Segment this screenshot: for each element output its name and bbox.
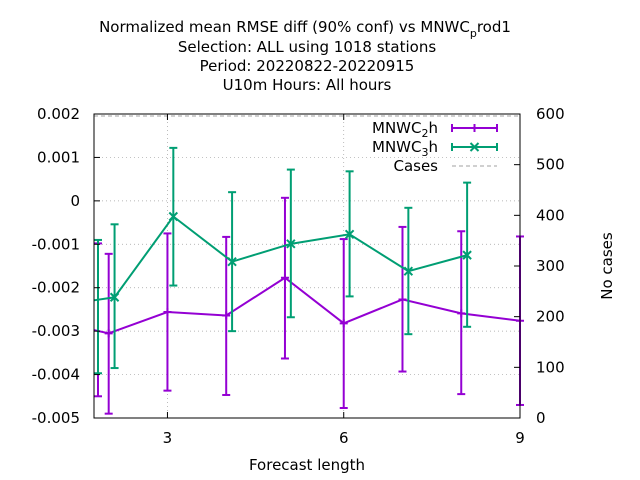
legend-label: Cases — [393, 157, 438, 175]
y2-tick-label: 600 — [536, 105, 565, 123]
plot-frame — [93, 113, 521, 419]
y2-axis-label: No cases — [598, 232, 616, 300]
data-point — [398, 295, 407, 304]
y-tick-label: -0.002 — [32, 279, 80, 297]
y2-tick-label: 300 — [536, 257, 565, 275]
chart-title-line-4: U10m Hours: All hours — [223, 76, 392, 94]
x-tick-label: 9 — [515, 429, 525, 447]
axis-ticks: 3 6 9 0.002 0.001 0 -0.001 -0.002 -0.003 -0.004 -0… — [32, 105, 565, 447]
x-tick-label: 6 — [339, 429, 349, 447]
legend-label: MNWC3h — [372, 138, 438, 159]
data-point — [457, 309, 466, 318]
data-point — [222, 311, 231, 320]
y-tick-label: 0.001 — [37, 148, 80, 166]
y2-tick-label: 100 — [536, 358, 565, 376]
chart-title-main: Normalized mean RMSE diff (90% conf) vs … — [99, 18, 470, 36]
data-point — [339, 319, 348, 328]
y-tick-label: 0.002 — [37, 105, 80, 123]
data-point — [163, 308, 172, 317]
y2-tick-label: 200 — [536, 308, 565, 326]
y2-tick-label: 400 — [536, 206, 565, 224]
chart-title-tail: rod1 — [477, 18, 511, 36]
series-line — [93, 215, 468, 302]
grid — [94, 114, 520, 418]
data-point — [104, 329, 113, 338]
chart-title-line-2: Selection: ALL using 1018 stations — [178, 38, 437, 56]
legend-marker — [470, 124, 479, 132]
y-tick-label: -0.001 — [32, 235, 80, 253]
series-line — [93, 276, 521, 335]
y-tick-label: -0.003 — [32, 322, 80, 340]
data-point — [168, 211, 179, 222]
y-tick-label: -0.004 — [32, 366, 80, 384]
data-point — [109, 292, 120, 302]
chart-title-line-1: Normalized mean RMSE diff (90% conf) vs … — [99, 18, 511, 40]
data-point — [462, 250, 472, 260]
data-point — [280, 273, 289, 282]
legend-marker — [469, 142, 480, 152]
x-axis-label: Forecast length — [249, 456, 365, 474]
data-point — [227, 256, 237, 267]
series-2 — [93, 146, 472, 375]
chart-title-subscript: p — [470, 27, 477, 40]
chart-title: Normalized mean RMSE diff (90% conf) vs … — [99, 18, 511, 94]
x-tick-label: 3 — [163, 429, 173, 447]
y2-tick-label: 0 — [536, 409, 546, 427]
chart-title-line-3: Period: 20220822-20220915 — [200, 57, 415, 75]
legend-label: MNWC2h — [372, 119, 438, 140]
y-tick-label: -0.005 — [32, 409, 80, 427]
series-layer — [93, 146, 524, 415]
y-tick-label: 0 — [70, 192, 80, 210]
data-point — [286, 239, 296, 249]
y2-tick-label: 500 — [536, 156, 565, 174]
series-1 — [93, 196, 524, 415]
data-point — [344, 229, 355, 240]
data-point — [403, 266, 414, 276]
